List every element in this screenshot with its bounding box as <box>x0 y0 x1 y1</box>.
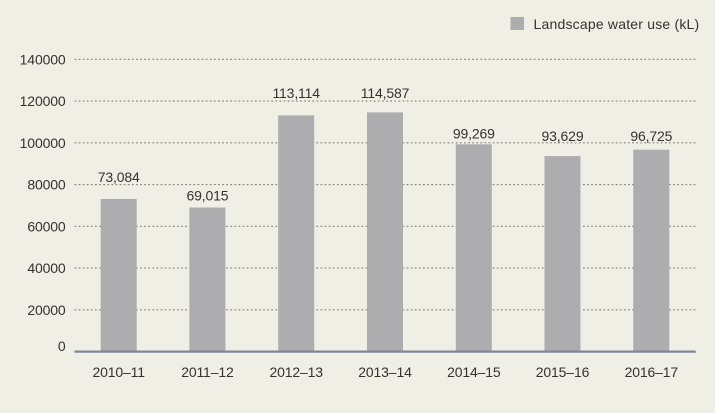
svg-text:93,629: 93,629 <box>542 128 584 144</box>
svg-text:120000: 120000 <box>20 93 66 109</box>
svg-text:113,114: 113,114 <box>272 85 320 101</box>
svg-text:100000: 100000 <box>20 135 66 151</box>
svg-text:2015–16: 2015–16 <box>536 364 590 380</box>
svg-text:2016–17: 2016–17 <box>625 364 679 380</box>
svg-text:Landscape water use (kL): Landscape water use (kL) <box>534 16 700 32</box>
svg-text:20000: 20000 <box>27 302 66 318</box>
svg-text:0: 0 <box>58 338 66 354</box>
svg-text:2014–15: 2014–15 <box>447 364 501 380</box>
svg-text:2010–11: 2010–11 <box>92 364 145 380</box>
svg-text:40000: 40000 <box>27 260 66 276</box>
svg-text:2012–13: 2012–13 <box>269 364 323 380</box>
svg-text:99,269: 99,269 <box>453 126 495 142</box>
svg-text:60000: 60000 <box>27 218 66 234</box>
svg-text:2011–12: 2011–12 <box>181 364 234 380</box>
svg-text:96,725: 96,725 <box>630 128 672 144</box>
svg-text:140000: 140000 <box>20 51 66 67</box>
svg-text:69,015: 69,015 <box>186 188 228 204</box>
svg-text:114,587: 114,587 <box>361 85 410 101</box>
svg-text:73,084: 73,084 <box>98 169 140 185</box>
svg-text:2013–14: 2013–14 <box>358 364 412 380</box>
svg-text:80000: 80000 <box>27 177 66 193</box>
